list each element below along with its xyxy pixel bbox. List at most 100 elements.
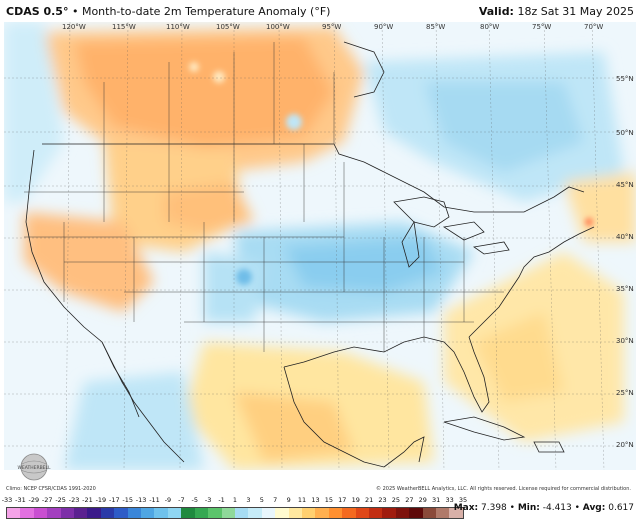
colorbar-tick-label: -27	[41, 496, 53, 504]
colorbar-tick-label: -5	[191, 496, 198, 504]
lon-label-100w: 100°W	[266, 23, 290, 31]
colorbar-swatches	[6, 507, 464, 519]
lon-label-90w: 90°W	[374, 23, 393, 31]
colorbar-swatch	[154, 508, 168, 518]
colorbar-tick-label: 3	[246, 496, 251, 504]
colorbar-tick-label: -3	[204, 496, 212, 504]
lon-label-105w: 105°W	[216, 23, 240, 31]
min-value: -4.413	[542, 503, 572, 513]
colorbar-tick-label: -21	[82, 496, 93, 504]
lon-label-80w: 80°W	[480, 23, 499, 31]
colorbar-tick-label: 33	[445, 496, 454, 504]
colorbar-swatch	[315, 508, 329, 518]
colorbar-tick-label: 19	[351, 496, 360, 504]
colorbar-swatch	[87, 508, 101, 518]
lon-label-95w: 95°W	[322, 23, 341, 31]
colorbar-tick-label: 21	[364, 496, 374, 504]
model-name: CDAS 0.5°	[6, 5, 69, 18]
lon-label-120w: 120°W	[62, 23, 86, 31]
map-title: CDAS 0.5° • Month-to-date 2m Temperature…	[6, 5, 330, 18]
logo-text: WEATHERBELL	[17, 465, 51, 471]
lon-label-70w: 70°W	[584, 23, 603, 31]
colorbar-swatch	[449, 508, 463, 518]
colorbar-tick-label: 15	[324, 496, 334, 504]
valid-time: Valid: 18z Sat 31 May 2025	[479, 5, 634, 18]
colorbar-swatch	[248, 508, 262, 518]
lon-label-115w: 115°W	[112, 23, 136, 31]
colorbar-swatch	[409, 508, 423, 518]
lat-label-30n: 30°N	[616, 337, 634, 345]
longitude-labels: 120°W 115°W 110°W 105°W 100°W 95°W 90°W …	[62, 23, 603, 31]
colorbar-tick-label: -17	[108, 496, 120, 504]
colorbar-swatch	[368, 508, 383, 518]
header: CDAS 0.5° • Month-to-date 2m Temperature…	[0, 0, 640, 22]
colorbar-swatch	[301, 508, 316, 518]
colorbar-tick-label: -11	[149, 496, 160, 504]
colorbar-tick-label: 9	[286, 496, 291, 504]
colorbar-swatch	[395, 508, 410, 518]
colorbar-swatch	[127, 508, 142, 518]
colorbar-swatch	[74, 508, 88, 518]
anomaly-map: 120°W 115°W 110°W 105°W 100°W 95°W 90°W …	[4, 22, 636, 470]
colorbar-tick-label: 17	[338, 496, 347, 504]
colorbar-swatch	[60, 508, 75, 518]
latitude-labels: 55°N 50°N 45°N 40°N 35°N 30°N 25°N 20°N	[616, 75, 634, 449]
colorbar-tick-label: 27	[405, 496, 414, 504]
colorbar-swatch	[194, 508, 209, 518]
colorbar-swatch	[20, 508, 34, 518]
colorbar-tick-label: -13	[135, 496, 147, 504]
colorbar-swatch	[355, 508, 369, 518]
colorbar-swatch	[288, 508, 302, 518]
min-label: Min:	[517, 503, 540, 513]
colorbar-swatch	[100, 508, 115, 518]
colorbar-swatch	[328, 508, 343, 518]
valid-label: Valid:	[478, 5, 514, 18]
anomaly-field	[4, 22, 636, 470]
lat-label-25n: 25°N	[616, 389, 634, 397]
map-canvas: 120°W 115°W 110°W 105°W 100°W 95°W 90°W …	[4, 22, 636, 470]
colorbar-swatch	[382, 508, 396, 518]
coastlines	[25, 41, 595, 468]
colorbar-swatch	[208, 508, 222, 518]
colorbar-swatch	[167, 508, 182, 518]
colorbar-tick-label: -25	[55, 496, 66, 504]
lat-label-35n: 35°N	[616, 285, 634, 293]
max-label: Max:	[453, 503, 479, 513]
colorbar-swatch	[221, 508, 235, 518]
colorbar-tick-label: -19	[95, 496, 107, 504]
title-separator: •	[68, 5, 82, 18]
colorbar-swatch	[422, 508, 436, 518]
colorbar-tick-label: 31	[432, 496, 441, 504]
climo-credit: Climo: NCEP CFSR/CDAS 1991-2020	[6, 486, 96, 492]
colorbar-tick-label: 1	[232, 496, 238, 504]
logo-globe-icon: WEATHERBELL	[17, 453, 51, 481]
valid-time-value: 18z Sat 31 May 2025	[517, 5, 634, 18]
colorbar-ticks: -33 -31 -29 -27 -25 -23 -21 -19 -17 -15 -13 -11 -9 -7…	[2, 496, 468, 506]
colorbar-tick-label: -31	[15, 496, 26, 504]
colorbar-tick-label: -7	[178, 496, 185, 504]
colorbar-swatch	[7, 508, 21, 518]
graticule	[4, 22, 636, 470]
colorbar-tick-label: 13	[311, 496, 320, 504]
colorbar-swatch	[47, 508, 61, 518]
colorbar-swatch	[261, 508, 276, 518]
colorbar-tick-label: -29	[28, 496, 40, 504]
max-value: 7.398	[481, 503, 507, 513]
colorbar-tick-label: 5	[259, 496, 264, 504]
colorbar-tick-label: 11	[297, 496, 307, 504]
colorbar-swatch	[181, 508, 195, 518]
colorbar-tick-label: 7	[273, 496, 278, 504]
stats-sep-2: •	[571, 503, 583, 513]
colorbar-swatch	[114, 508, 128, 518]
colorbar-tick-label: -33	[1, 496, 13, 504]
stats-sep-1: •	[506, 503, 518, 513]
lon-label-75w: 75°W	[532, 23, 551, 31]
copyright-notice: © 2025 WeatherBELL Analytics, LLC. All r…	[376, 486, 631, 492]
colorbar-tick-label: 25	[391, 496, 401, 504]
colorbar-swatch	[275, 508, 289, 518]
avg-value: 0.617	[608, 503, 634, 513]
colorbar-swatch	[234, 508, 249, 518]
colorbar-tick-label: 35	[458, 496, 468, 504]
lat-label-55n: 55°N	[616, 75, 634, 83]
colorbar-tick-label: -9	[164, 496, 172, 504]
